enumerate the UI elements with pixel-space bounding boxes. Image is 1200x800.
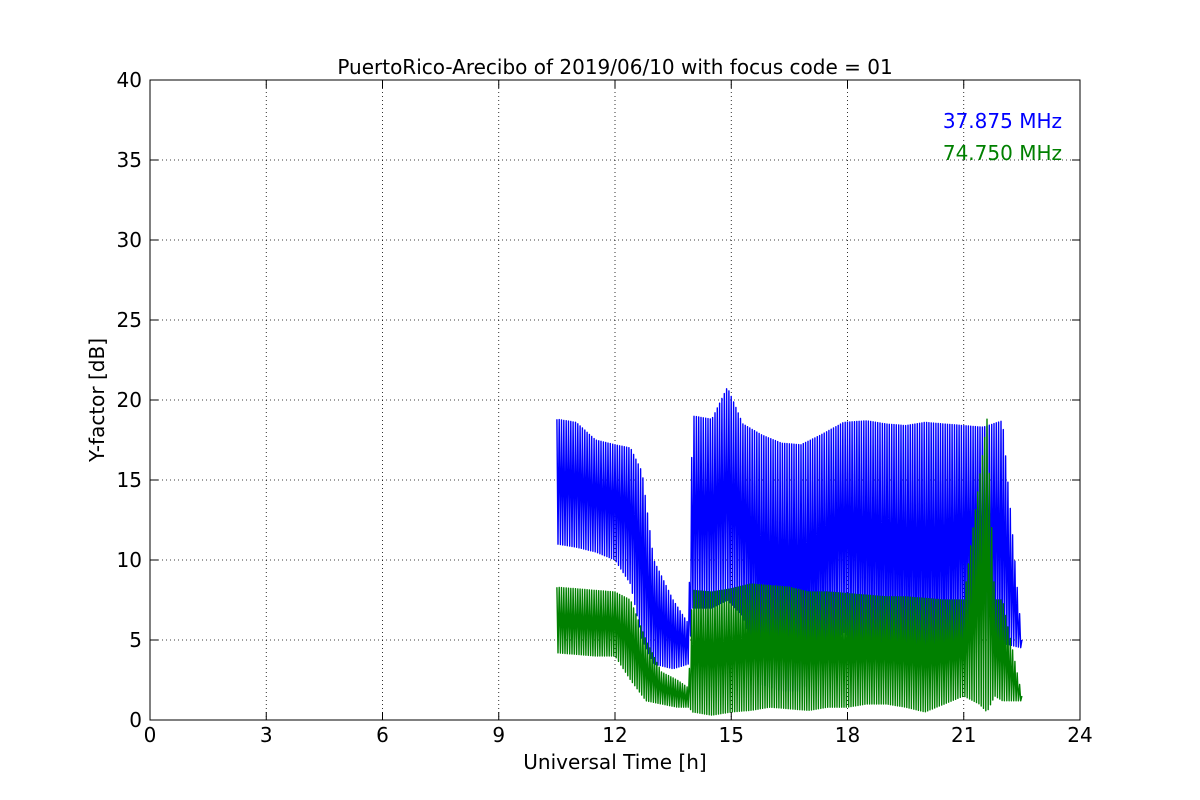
x-tick-label: 9 — [492, 723, 505, 747]
y-tick-label: 35 — [117, 148, 142, 172]
x-tick-label: 12 — [602, 723, 627, 747]
legend-series-2: 74.750 MHz — [943, 141, 1062, 165]
y-tick-label: 10 — [117, 548, 142, 572]
y-tick-label: 40 — [117, 68, 142, 92]
x-tick-label: 24 — [1067, 723, 1092, 747]
ticks — [149, 79, 1081, 721]
y-tick-label: 15 — [117, 468, 142, 492]
y-tick-label: 0 — [129, 708, 142, 732]
x-tick-label: 6 — [376, 723, 389, 747]
series-layer — [556, 388, 1023, 716]
x-tick-label: 15 — [719, 723, 744, 747]
chart-title: PuertoRico-Arecibo of 2019/06/10 with fo… — [337, 55, 892, 79]
legend-series-1: 37.875 MHz — [943, 109, 1062, 133]
x-tick-label: 21 — [951, 723, 976, 747]
y-tick-label: 30 — [117, 228, 142, 252]
x-tick-label: 3 — [260, 723, 273, 747]
x-tick-label: 0 — [144, 723, 157, 747]
tick-labels: 0 3 6 9 12 15 18 21 24 0 5 10 15 20 25 30 35 40 — [117, 68, 1093, 747]
y-axis-label: Y-factor [dB] — [85, 338, 109, 463]
series-line-1 — [556, 388, 1023, 692]
y-tick-label: 5 — [129, 628, 142, 652]
series-line-2 — [556, 418, 1023, 716]
y-tick-label: 25 — [117, 308, 142, 332]
x-tick-label: 18 — [835, 723, 860, 747]
x-axis-label: Universal Time [h] — [523, 750, 706, 774]
y-tick-label: 20 — [117, 388, 142, 412]
